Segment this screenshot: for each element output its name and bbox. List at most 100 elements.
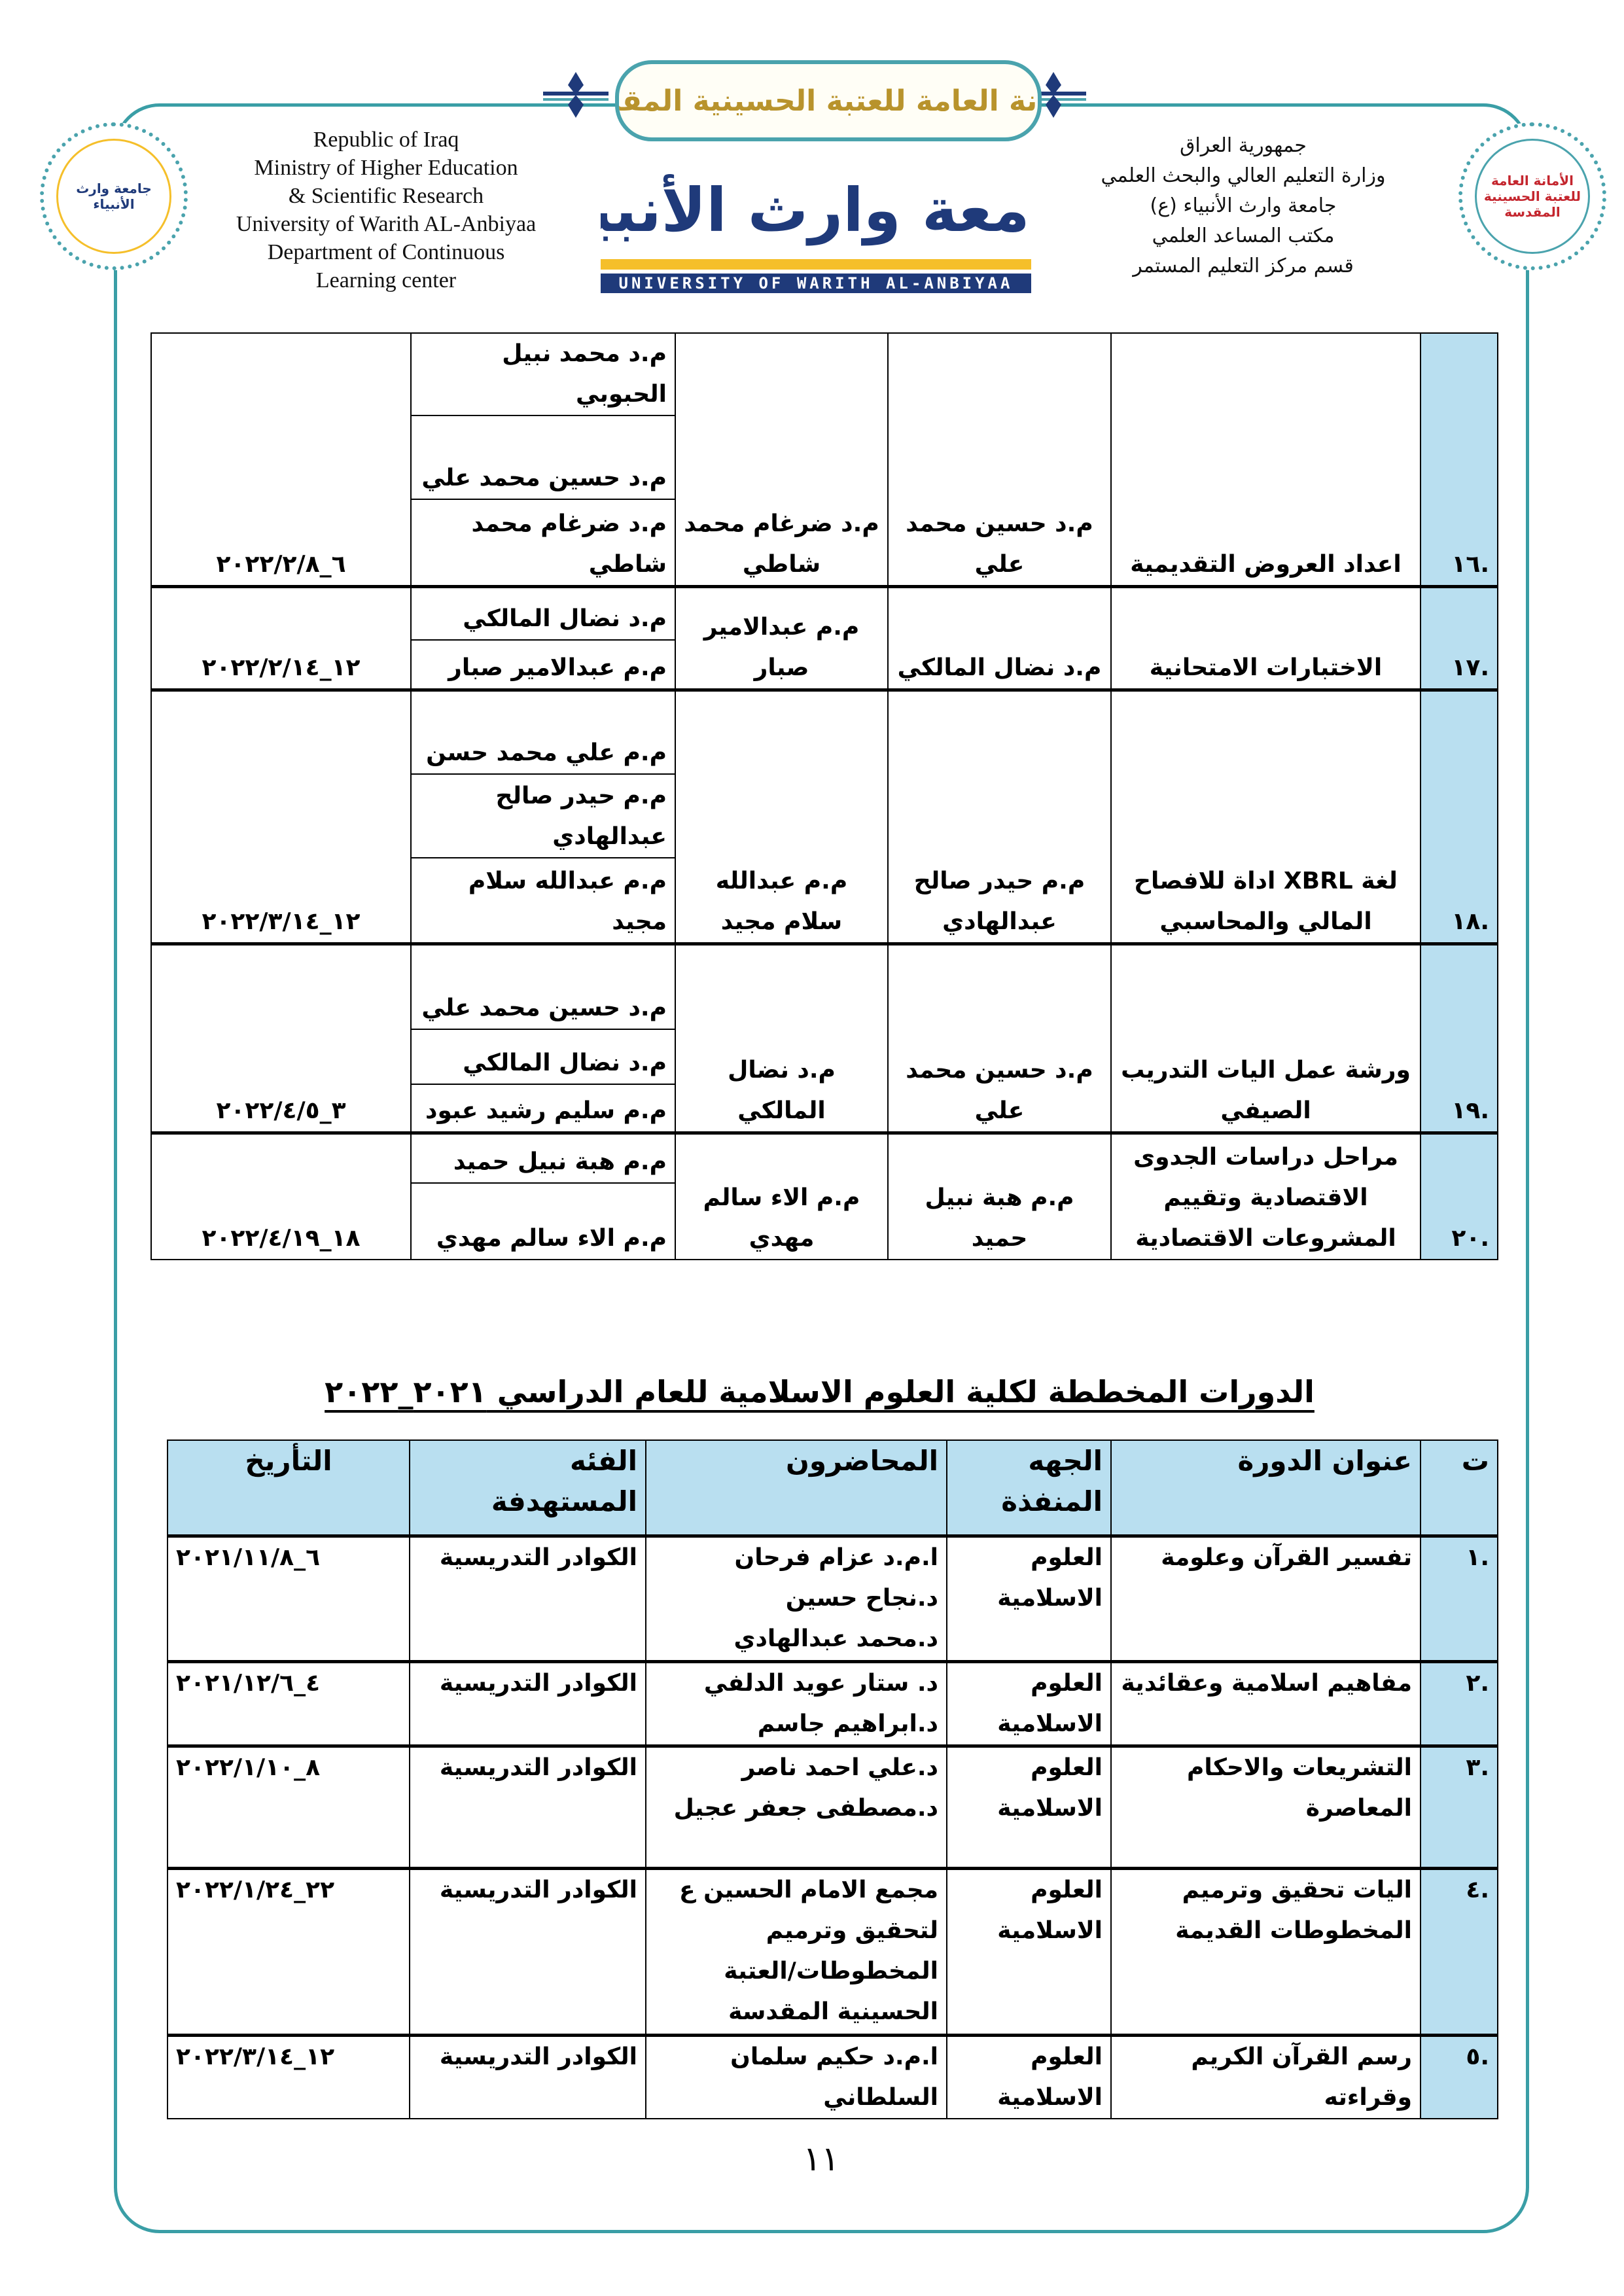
course-date: ٣_٢٠٢٢/٤/٥ (150, 942, 412, 1133)
ar-line: وزارة التعليم العالي والبحث العلمي (1101, 164, 1386, 187)
courses-table-continued: .١٦ اعداد العروض التقديمية م.د حسين محمد ع… (150, 332, 1498, 1260)
lecturer-name: د.نجاح حسين (785, 1584, 938, 1612)
table-row: .١٧ الاختبارات الامتحانية م.د نضال المالكي… (150, 584, 1498, 690)
course-coordinator: م.م عبدالامير صبار (675, 584, 889, 690)
lecturer-cell: م.م هبة نبيل حميد (410, 1131, 676, 1184)
course-title: الاختبارات الامتحانية (1110, 584, 1421, 690)
course-date: ٨_٢٠٢٢/١/١٠ (167, 1744, 410, 1869)
table-row: .٥ رسم القرآن الكريم وقراءته العلوم الاسلا… (167, 2033, 1498, 2119)
header-date: التأريخ (167, 1439, 410, 1536)
ornament-left-icon (543, 72, 609, 118)
target-group: الكوادر التدريسية (409, 1744, 646, 1869)
lecturer-cell: م.م الاء سالم مهدي (410, 1182, 676, 1260)
university-logo: جامعة وارث الأنبياء UNIVERSITY OF WARITH… (601, 161, 1031, 300)
table-row: .١ تفسير القرآن وعلومة العلوم الاسلامية ا.م… (167, 1534, 1498, 1662)
course-date: ١٨_٢٠٢٢/٤/١٩ (150, 1131, 412, 1260)
lecturer-cell: م.م عبدالامير صبار (410, 639, 676, 690)
arabic-header-block: جمهورية العراق وزارة التعليم العالي والب… (1060, 131, 1426, 281)
lecturer-cell: م.م عبدالله سلام مجيد (410, 857, 676, 944)
en-line: & Scientific Research (288, 184, 484, 208)
course-lead: م.م هبة نبيل حميد (887, 1131, 1112, 1260)
course-coordinator: م.د ضرغام محمد شاطي (675, 332, 889, 587)
en-line: Republic of Iraq (313, 128, 459, 152)
course-title: ورشة عمل اليات التدريب الصيفي (1110, 942, 1421, 1133)
course-title: مراحل دراسات الجدوى الاقتصادية وتقييم ال… (1110, 1131, 1421, 1260)
islamic-sciences-courses-table: ت عنوان الدورة الجهه المنفذة المحاضرون الفئه… (167, 1439, 1498, 2119)
course-title: لغة XBRL اداة للافصاح المالي والمحاسبي (1110, 688, 1421, 944)
executing-body: العلوم الاسلامية (946, 2033, 1112, 2119)
target-group: الكوادر التدريسية (409, 1659, 646, 1746)
lecturer-name: د.مصطفى جعفر عجيل (673, 1794, 938, 1822)
page-number: ١١ (803, 2140, 839, 2179)
atabat-seal-right: الأمانة العامة للعتبة الحسينية المقدسة (1458, 122, 1606, 270)
course-title: اعداد العروض التقديمية (1110, 332, 1421, 587)
course-date: ١٢_٢٠٢٢/٢/١٤ (150, 584, 412, 690)
lecturer-cell: م.م علي محمد حسن (410, 688, 676, 775)
course-coordinator: م.م الاء سالم مهدي (675, 1131, 889, 1260)
table-header-row: ت عنوان الدورة الجهه المنفذة المحاضرون الفئه… (167, 1439, 1498, 1536)
en-line: Learning center (315, 268, 457, 292)
course-coordinator: م.د نضال المالكي (675, 942, 889, 1133)
row-number: .٤ (1420, 1866, 1498, 2036)
table-row: .١٨ لغة XBRL اداة للافصاح المالي والمحاسب… (150, 688, 1498, 944)
target-group: الكوادر التدريسية (409, 2033, 646, 2119)
course-date: ٦_٢٠٢١/١١/٨ (167, 1534, 410, 1662)
table-row: م.د ضرغام محمد شاطي (151, 499, 1498, 587)
course-coordinator: م.م عبدالله سلام مجيد (675, 688, 889, 944)
row-number: .١٨ (1420, 688, 1498, 944)
lecturers-cell: د. ستار عويد الدلفي د.ابراهيم جاسم (645, 1659, 947, 1746)
atabat-banner-logo: الأمانة العامة للعتبة الحسينية المقدسة (615, 60, 1042, 141)
lecturer-name: د.ابراهيم جاسم (757, 1710, 938, 1737)
row-number: .٣ (1420, 1744, 1498, 1869)
header-target-group: الفئه المستهدفة (409, 1439, 646, 1536)
lecturer-cell: م.د نضال المالكي (410, 1029, 676, 1085)
lecturer-name: د.علي احمد ناصر (741, 1754, 938, 1781)
lecturer-name: ا.م.د عزام فرحان (734, 1544, 938, 1571)
table-row: م.د نضال المالكي (151, 1029, 1498, 1085)
header-number: ت (1420, 1439, 1498, 1536)
table-row: .٣ التشريعات والاحكام المعاصرة العلوم الاس… (167, 1744, 1498, 1869)
target-group: الكوادر التدريسية (409, 1534, 646, 1662)
executing-body: العلوم الاسلامية (946, 1866, 1112, 2036)
en-line: Ministry of Higher Education (254, 156, 518, 180)
lecturers-cell: مجمع الامام الحسين ع لتحقيق وترميم المخط… (645, 1866, 947, 2036)
header-course-title: عنوان الدورة (1110, 1439, 1421, 1536)
course-date: ٦_٢٠٢٢/٢/٨ (150, 332, 412, 587)
lecturer-name: د.محمد عبدالهادي (733, 1625, 938, 1652)
lecturer-name: مجمع الامام الحسين ع لتحقيق وترميم المخط… (679, 1876, 938, 2025)
lecturer-cell: م.م حيدر صالح عبدالهادي (410, 773, 676, 858)
university-seal-left: جامعة وارث الأنبياء (40, 122, 188, 270)
table-row: .١٦ اعداد العروض التقديمية م.د حسين محمد ع… (150, 332, 1498, 587)
lecturer-name: ا.م.د حكيم سلمان السلطاني (730, 2043, 938, 2111)
english-header-block: Republic of Iraq Ministry of Higher Educ… (216, 126, 556, 294)
course-title: رسم القرآن الكريم وقراءته (1110, 2033, 1421, 2119)
executing-body: العلوم الاسلامية (946, 1534, 1112, 1662)
executing-body: العلوم الاسلامية (946, 1659, 1112, 1746)
lecturers-cell: د.علي احمد ناصر د.مصطفى جعفر عجيل (645, 1744, 947, 1869)
course-lead: م.د حسين محمد علي (887, 942, 1112, 1133)
table-row: م.م عبدالله سلام مجيد (151, 857, 1498, 944)
section-title: الدورات المخططة لكلية العلوم الاسلامية ل… (325, 1374, 1315, 1409)
row-number: .١٦ (1420, 332, 1498, 587)
lecturer-cell: م.د نضال المالكي (410, 584, 676, 641)
course-lead: م.د حسين محمد علي (887, 332, 1112, 587)
lecturers-cell: ا.م.د حكيم سلمان السلطاني (645, 2033, 947, 2119)
course-title: اليات تحقيق وترميم المخطوطات القديمة (1110, 1866, 1421, 2036)
header-lecturers: المحاضرون (645, 1439, 947, 1536)
lecturer-cell: م.د محمد نبيل الحبوبي (410, 332, 676, 416)
table-row: م.م عبدالامير صبار (151, 639, 1498, 690)
table-row: م.د حسين محمد علي (151, 415, 1498, 500)
course-date: ٢٢_٢٠٢٢/١/٢٤ (167, 1866, 410, 2036)
lecturer-cell: م.م سليم رشيد عبود (410, 1084, 676, 1133)
course-lead: م.د نضال المالكي (887, 584, 1112, 690)
ar-line: قسم مركز التعليم المستمر (1133, 255, 1354, 277)
course-title: التشريعات والاحكام المعاصرة (1110, 1744, 1421, 1869)
row-number: .٥ (1420, 2033, 1498, 2119)
table-row: م.م الاء سالم مهدي (151, 1182, 1498, 1260)
executing-body: العلوم الاسلامية (946, 1744, 1112, 1869)
row-number: .١٧ (1420, 584, 1498, 690)
table-row: م.م حيدر صالح عبدالهادي (151, 773, 1498, 858)
lecturer-cell: م.د ضرغام محمد شاطي (410, 499, 676, 587)
seal-right-inner: الأمانة العامة للعتبة الحسينية المقدسة (1475, 139, 1590, 254)
course-date: ١٢_٢٠٢٢/٣/١٤ (167, 2033, 410, 2119)
